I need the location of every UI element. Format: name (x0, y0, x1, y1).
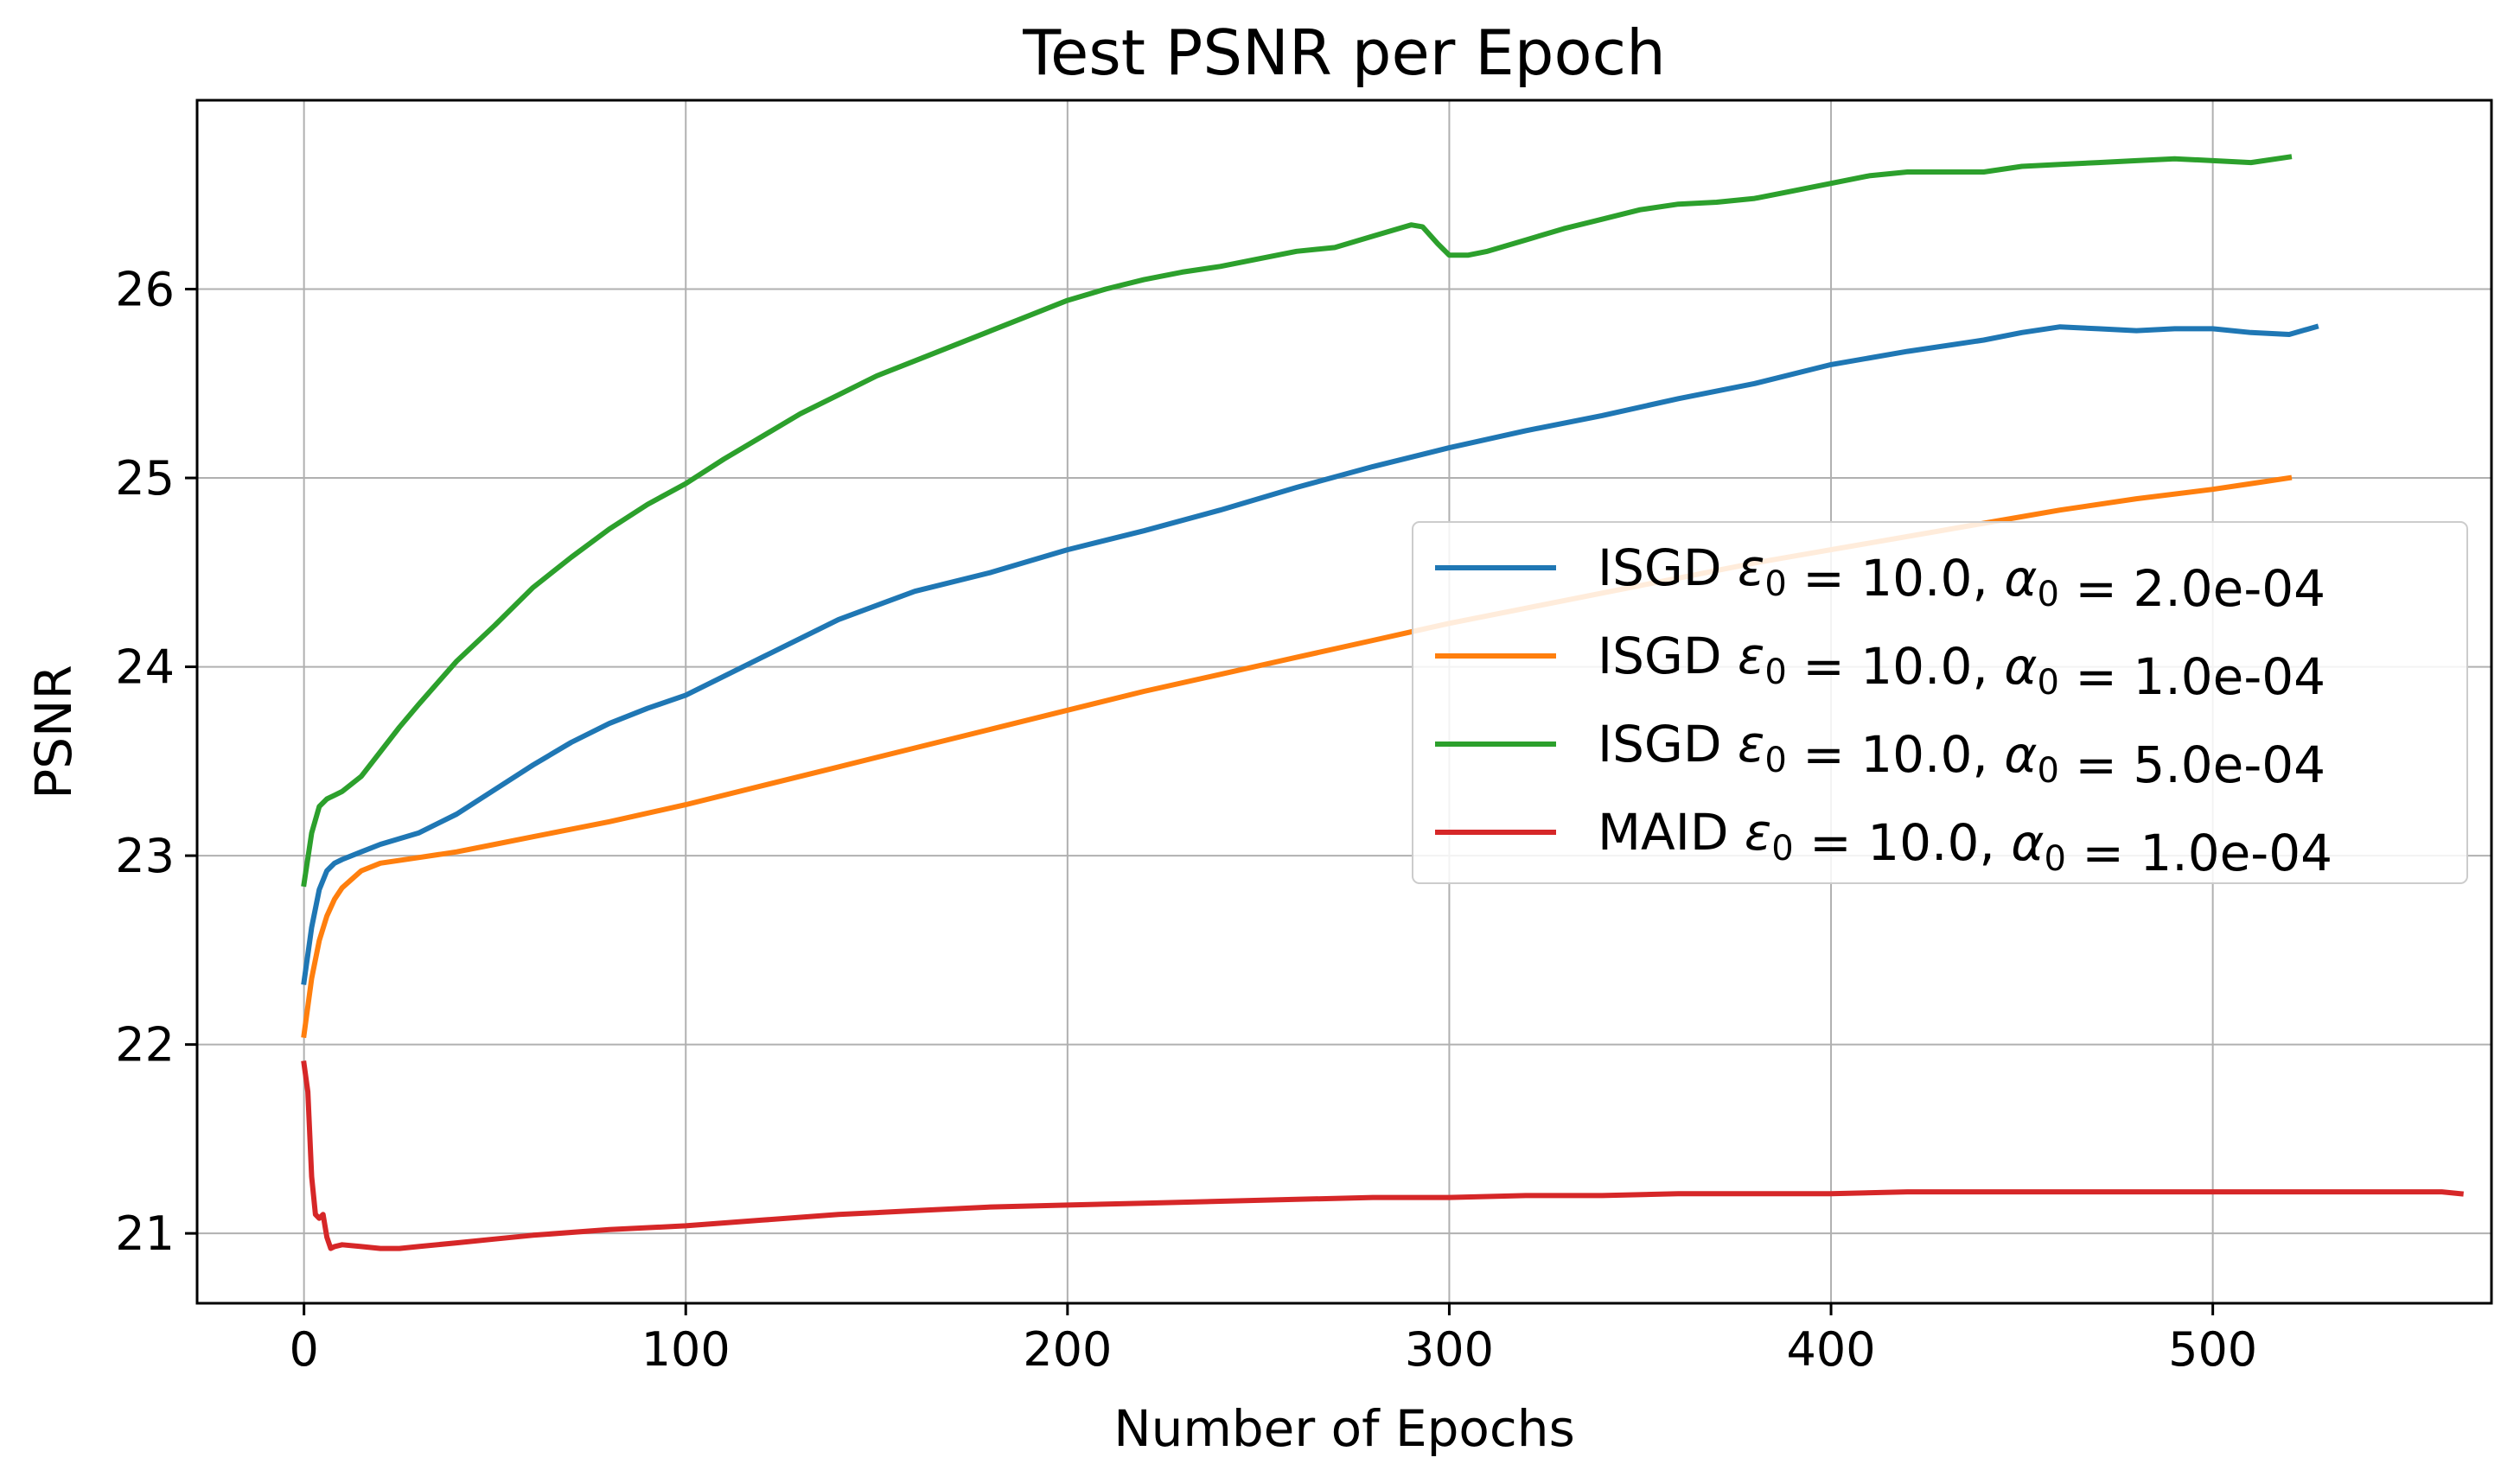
legend-label-alpha-symbol: α (2011, 813, 2044, 872)
legend-label-method: ISGD (1598, 715, 1738, 773)
legend-label-subscript: 0 (2038, 751, 2059, 791)
legend-label-eps-value: = 10.0, (1794, 813, 2011, 872)
x-tick-label: 300 (1405, 1322, 1494, 1377)
legend-label-eps-value: = 10.0, (1787, 637, 2004, 696)
legend-item: ISGD ε0 = 10.0, α0 = 1.0e-04 (1435, 627, 2325, 706)
legend-label-method: MAID (1598, 803, 1745, 862)
series-line-3 (301, 1060, 2464, 1251)
plot-area-frame (195, 99, 2493, 1305)
legend-label-eps-value: = 10.0, (1787, 549, 2004, 608)
x-tick-label: 400 (1786, 1322, 1875, 1377)
legend-label-subscript: 0 (1771, 829, 1793, 869)
legend-label-alpha-symbol: α (2004, 549, 2037, 608)
legend-label-subscript: 0 (1764, 741, 1786, 780)
legend-label-subscript: 0 (2038, 575, 2059, 614)
legend-label-eps-symbol: ε (1745, 803, 1771, 862)
legend-label-subscript: 0 (1764, 652, 1786, 692)
legend-label-subscript: 0 (1764, 564, 1786, 604)
y-tick-label: 23 (115, 829, 175, 883)
legend-label-subscript: 0 (2038, 663, 2059, 703)
legend-label-alpha-value: = 1.0e-04 (2066, 824, 2332, 882)
legend-label-eps-symbol: ε (1738, 715, 1764, 773)
legend-label-alpha-value: = 1.0e-04 (2059, 647, 2325, 706)
legend-label: ISGD ε0 = 10.0, α0 = 1.0e-04 (1598, 627, 2325, 706)
legend-item: MAID ε0 = 10.0, α0 = 1.0e-04 (1435, 803, 2332, 882)
legend-label-method: ISGD (1598, 627, 1738, 685)
x-tick-label: 0 (289, 1322, 318, 1377)
y-tick-label: 25 (115, 451, 175, 506)
legend-item: ISGD ε0 = 10.0, α0 = 5.0e-04 (1435, 715, 2325, 794)
legend-label: ISGD ε0 = 10.0, α0 = 2.0e-04 (1598, 538, 2325, 618)
series-line-2 (301, 154, 2293, 888)
y-tick-label: 22 (115, 1018, 175, 1072)
legend-label-eps-value: = 10.0, (1787, 725, 2004, 784)
y-tick-label: 24 (115, 640, 175, 695)
legend-box (1412, 521, 2468, 884)
x-axis-label: Number of Epochs (1113, 1399, 1575, 1458)
legend-label-subscript: 0 (2044, 839, 2065, 879)
legend-label-alpha-symbol: α (2004, 725, 2037, 784)
x-tick-label: 500 (2168, 1322, 2257, 1377)
legend-label-alpha-value: = 2.0e-04 (2059, 559, 2325, 618)
legend-label: MAID ε0 = 10.0, α0 = 1.0e-04 (1598, 803, 2332, 882)
legend-label-alpha-value: = 5.0e-04 (2059, 735, 2325, 794)
legend-label-method: ISGD (1598, 538, 1738, 597)
y-tick-label: 26 (115, 263, 175, 317)
y-axis-label: PSNR (24, 665, 83, 799)
chart-title: Test PSNR per Epoch (1022, 16, 1666, 89)
axis-ticks: 0 100 200 300 400 500 21 22 23 24 25 26 (115, 263, 2257, 1377)
legend-item: ISGD ε0 = 10.0, α0 = 2.0e-04 (1435, 538, 2325, 618)
legend-label-alpha-symbol: α (2004, 637, 2037, 696)
legend-label-eps-symbol: ε (1738, 627, 1764, 685)
series-line-0 (301, 323, 2319, 985)
x-tick-label: 200 (1023, 1322, 1112, 1377)
legend-label-eps-symbol: ε (1738, 538, 1764, 597)
y-tick-label: 21 (115, 1206, 175, 1261)
legend-label: ISGD ε0 = 10.0, α0 = 5.0e-04 (1598, 715, 2325, 794)
x-tick-label: 100 (641, 1322, 730, 1377)
